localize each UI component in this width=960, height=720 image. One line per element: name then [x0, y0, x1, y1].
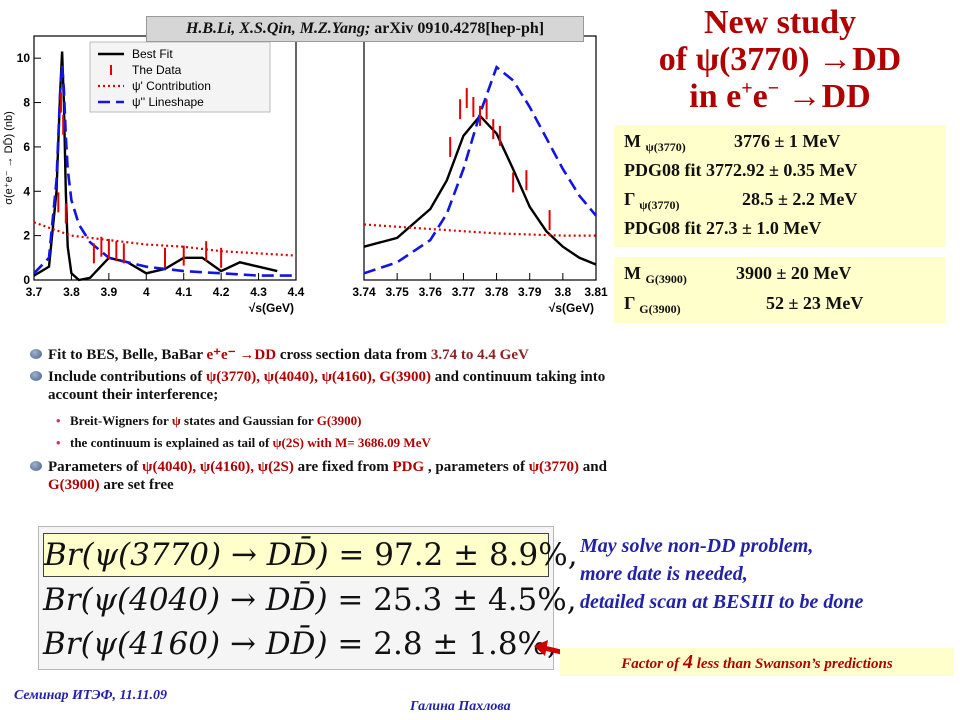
- title-line-2: of ψ(3770) →DD: [658, 41, 902, 78]
- x-tick-label: 4.4: [288, 285, 305, 299]
- bullet-icon: [30, 349, 42, 359]
- citation-banner: H.B.Li, X.S.Qin, M.Z.Yang; arXiv 0910.42…: [146, 16, 584, 42]
- x-axis-label: √s(GeV): [549, 301, 594, 315]
- title-line-1: New study: [703, 4, 857, 41]
- param-pdg-width: PDG08 fit 27.3 ± 1.0 MeV: [624, 218, 822, 238]
- y-tick-label: 2: [23, 229, 30, 243]
- x-tick-label: 4: [143, 285, 150, 299]
- sub-bullet-icon: •: [56, 435, 61, 450]
- y-tick-label: 4: [23, 184, 30, 198]
- plot-frame: [363, 35, 597, 281]
- comment-line-2: more date is needed,: [580, 563, 748, 585]
- y-axis-label: σ(e⁺e⁻ → DD̄) (nb): [2, 111, 15, 205]
- factor-note: Factor of 4 less than Swanson’s predicti…: [560, 648, 954, 676]
- series-line-dotted-red: [33, 221, 297, 257]
- legend-box: [89, 41, 271, 113]
- title-line-3: in e+e− →DD: [689, 77, 871, 115]
- plot-full-range: 3.7 3.8 3.9 4 4.1 4.2 4.3 4.4 0 2 4 6 8 10 σ(e⁺e⁻ → DD…: [2, 35, 305, 315]
- bullet-contributions: Include contributions of ψ(3770), ψ(4040…: [30, 368, 878, 404]
- citation-ref: arXiv 0910.4278[hep-ph]: [370, 20, 545, 37]
- x-tick-label: 3.7: [26, 285, 43, 299]
- legend-label: Best Fit: [132, 47, 173, 61]
- comment-line-1: May solve non-DD problem,: [580, 535, 814, 557]
- x-tick-label: 3.81: [584, 285, 608, 299]
- y-tick-label: 8: [23, 96, 30, 110]
- formula-br-psi3770: Br(ψ(3770) → DD̄) = 97.2 ± 8.9%,: [43, 533, 578, 577]
- y-tick-label: 6: [23, 140, 30, 154]
- psi3770-parameters-box: M ψ(3770) 3776 ± 1 MeV PDG08 fit 3772.92…: [614, 125, 946, 247]
- sub-bullet-continuum: • the continuum is explained as tail of …: [56, 435, 431, 450]
- bullet-fit-data: Fit to BES, Belle, BaBar e⁺e⁻ →DD cross …: [30, 346, 878, 364]
- x-tick-label: 4.3: [250, 285, 267, 299]
- param-mass-psi3770: M ψ(3770) 3776 ± 1 MeV: [624, 131, 841, 154]
- fit-plots-panel: 3.7 3.8 3.9 4 4.1 4.2 4.3 4.4 0 2 4 6 8 10 σ(e⁺e⁻ → DD…: [0, 0, 608, 322]
- series-line-dotted-red: [363, 223, 596, 237]
- comment-line-3: detailed scan at BESIII to be done: [580, 591, 864, 613]
- bullet-parameters: Parameters of ψ(4040), ψ(4160), ψ(2S) ar…: [30, 458, 878, 494]
- param-width-psi3770: Γ ψ(3770) 28.5 ± 2.2 MeV: [624, 189, 858, 212]
- conclusion-comment: May solve non-DD problem, more date is n…: [580, 532, 960, 616]
- param-pdg-mass: PDG08 fit 3772.92 ± 0.35 MeV: [624, 160, 858, 180]
- formula-br-psi4160: Br(ψ(4160) → DD̄) = 2.8 ± 1.8%,: [43, 626, 557, 662]
- sub-bullet-icon: •: [56, 413, 61, 428]
- bullet-icon: [30, 461, 42, 471]
- param-width-g3900: Γ G(3900) 52 ± 23 MeV: [624, 293, 864, 316]
- x-axis-label: √s(GeV): [249, 301, 294, 315]
- x-tick-label: 4.1: [175, 285, 192, 299]
- bullet-icon: [30, 371, 42, 381]
- x-tick-label: 3.78: [485, 285, 509, 299]
- param-mass-g3900: M G(3900) 3900 ± 20 MeV: [624, 263, 852, 286]
- formula-br-psi4040: Br(ψ(4040) → DD̄) = 25.3 ± 4.5%,: [43, 582, 577, 618]
- x-tick-label: 3.9: [101, 285, 118, 299]
- footer-author: Галина Пахлова: [410, 699, 511, 714]
- legend-label: ψ' Contribution: [132, 79, 211, 93]
- legend-label: The Data: [132, 63, 182, 77]
- x-tick-label: 3.75: [385, 285, 409, 299]
- series-line-dashed-blue: [363, 64, 598, 275]
- series-line-solid-black: [363, 114, 597, 266]
- sub-bullet-breit-wigner: • Breit-Wigners for ψ states and Gaussia…: [56, 413, 362, 428]
- x-tick-label: 3.8: [63, 285, 80, 299]
- x-tick-label: 3.79: [518, 285, 542, 299]
- g3900-parameters-box: M G(3900) 3900 ± 20 MeV Γ G(3900) 52 ± 2…: [614, 257, 946, 323]
- x-tick-label: 3.8: [555, 285, 572, 299]
- footer-seminar: Семинар ИТЭФ, 11.11.09: [14, 688, 167, 703]
- plot-zoomed: 3.74 3.75 3.76 3.77 3.78 3.79 3.8 3.81 √s(GeV): [352, 35, 608, 315]
- citation-authors: H.B.Li, X.S.Qin, M.Z.Yang;: [185, 20, 371, 37]
- y-tick-label: 0: [23, 273, 30, 287]
- legend-label: ψ'' Lineshape: [132, 95, 204, 109]
- x-tick-label: 3.74: [352, 285, 376, 299]
- branching-ratio-formulas: Br(ψ(3770) → DD̄) = 97.2 ± 8.9%, Br(ψ(40…: [38, 526, 578, 670]
- slide-title: New study of ψ(3770) →DD in e+e− →DD: [610, 4, 950, 115]
- x-tick-label: 4.2: [213, 285, 230, 299]
- x-tick-label: 3.77: [452, 285, 476, 299]
- series-line-dashed-blue: [33, 64, 296, 277]
- x-tick-label: 3.76: [419, 285, 443, 299]
- fit-plots-svg: 3.7 3.8 3.9 4 4.1 4.2 4.3 4.4 0 2 4 6 8 10 σ(e⁺e⁻ → DD…: [2, 35, 608, 315]
- y-tick-label: 10: [17, 51, 31, 65]
